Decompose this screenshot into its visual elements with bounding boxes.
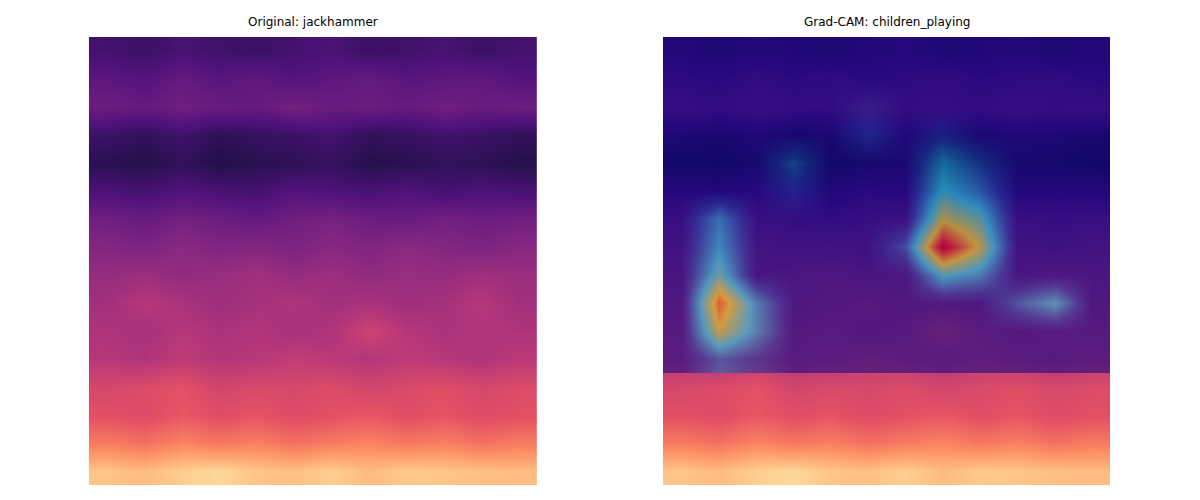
svg-text:Original: jackhammer: Original: jackhammer: [248, 15, 378, 29]
svg-text:Grad-CAM: children_playing: Grad-CAM: children_playing: [804, 15, 970, 29]
